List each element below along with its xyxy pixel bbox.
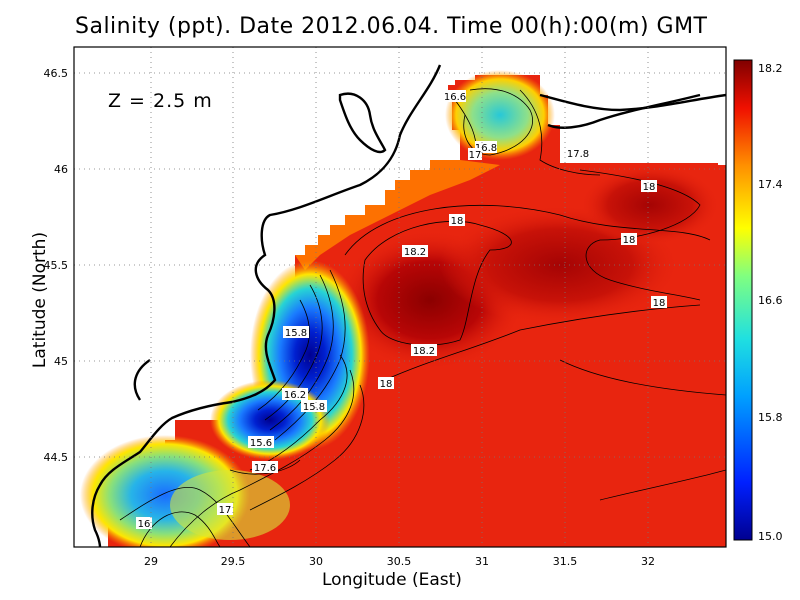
y-tick-labels: 46.5 46 45.5 45 44.5: [44, 67, 69, 464]
y-axis-label: Latitude (North): [30, 231, 50, 369]
svg-text:18.2: 18.2: [413, 346, 435, 357]
x-tick: 31: [475, 555, 489, 568]
contour-label: 18: [449, 214, 465, 227]
svg-text:17.6: 17.6: [254, 463, 276, 474]
svg-text:15.8: 15.8: [285, 328, 307, 339]
contour-label: 18.2: [402, 245, 428, 258]
contour-label: 15.8: [283, 326, 309, 339]
svg-text:18: 18: [653, 298, 666, 309]
x-tick: 32: [641, 555, 655, 568]
y-tick: 46: [54, 163, 68, 176]
colorbar-tick-labels: 18.2 17.4 16.6 15.8 15.0: [758, 62, 783, 543]
x-tick-labels: 29 29.5 30 30.5 31 31.5 32: [144, 555, 655, 568]
contour-label: 17: [468, 148, 482, 161]
x-tick: 29.5: [221, 555, 246, 568]
coastline: [91, 64, 726, 547]
y-tick: 45.5: [44, 259, 69, 272]
colorbar-tick: 18.2: [758, 62, 783, 75]
svg-text:17: 17: [219, 505, 232, 516]
coastal-band: [295, 160, 500, 270]
contour-label: 17.8: [566, 147, 590, 160]
svg-text:15.6: 15.6: [250, 438, 272, 449]
contour-label: 18: [651, 296, 667, 309]
contour-label: 18: [621, 233, 637, 246]
contour-label: 18.2: [411, 344, 437, 357]
svg-text:17.8: 17.8: [567, 149, 589, 160]
colorbar-tick: 15.0: [758, 530, 783, 543]
svg-text:18: 18: [643, 182, 656, 193]
contour-label: 17: [217, 503, 233, 516]
y-tick: 45: [54, 355, 68, 368]
svg-text:15.8: 15.8: [303, 402, 325, 413]
svg-text:18: 18: [451, 216, 464, 227]
contour-label: 18: [641, 180, 657, 193]
y-tick: 46.5: [44, 67, 69, 80]
svg-text:16.8: 16.8: [475, 143, 497, 154]
contour-label-group: 16.6 16.8 17 17.8 18 18 18 18 18.2 15.8 …: [136, 90, 667, 530]
contour-label: 18: [378, 377, 394, 390]
plot-frame: [73, 46, 727, 548]
contour-label: 16.2: [282, 388, 308, 401]
colorbar-tick: 15.8: [758, 411, 783, 424]
y-tick: 44.5: [44, 451, 69, 464]
grid-lines: [74, 47, 726, 547]
svg-text:16.6: 16.6: [444, 92, 466, 103]
depth-label: Z = 2.5 m: [108, 90, 213, 112]
colorbar-tick: 16.6: [758, 294, 783, 307]
contour-label: 16: [136, 517, 152, 530]
contour-label: 15.6: [248, 436, 274, 449]
contour-lines: [119, 88, 726, 547]
svg-text:18: 18: [623, 235, 636, 246]
svg-text:16.2: 16.2: [284, 390, 306, 401]
x-tick: 29: [144, 555, 158, 568]
x-tick: 30: [309, 555, 323, 568]
svg-text:17: 17: [469, 150, 482, 161]
chart-title: Salinity (ppt). Date 2012.06.04. Time 00…: [75, 14, 708, 39]
colorbar-tick: 17.4: [758, 178, 783, 191]
x-tick: 31.5: [553, 555, 578, 568]
svg-text:18.2: 18.2: [404, 247, 426, 258]
contour-label: 16.6: [444, 90, 466, 103]
x-axis-label: Longitude (East): [322, 570, 462, 590]
x-tick: 30.5: [387, 555, 412, 568]
contour-label: 17.6: [252, 461, 278, 474]
colorbar: [733, 59, 753, 541]
contour-label: 15.8: [301, 400, 327, 413]
svg-text:18: 18: [380, 379, 393, 390]
svg-text:16: 16: [138, 519, 151, 530]
